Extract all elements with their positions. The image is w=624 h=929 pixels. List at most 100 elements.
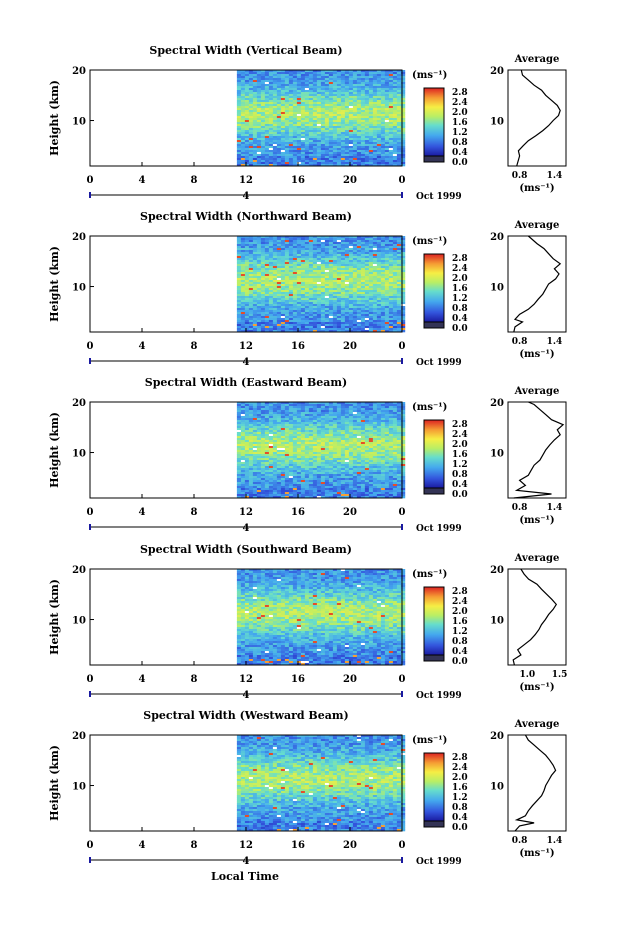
- heatmap-cell: [396, 134, 402, 137]
- heatmap-cell: [328, 124, 334, 127]
- heatmap-cell: [252, 252, 258, 255]
- heatmap-cell: [292, 412, 298, 415]
- heatmap-cell: [352, 122, 358, 125]
- heatmap-cell: [256, 104, 262, 107]
- heatmap-cell: [276, 160, 282, 163]
- heatmap-cell: [312, 266, 318, 269]
- heatmap-cell: [260, 286, 266, 289]
- heatmap-cell: [400, 404, 406, 407]
- heatmap-cell: [384, 302, 390, 305]
- heatmap-cell: [364, 72, 370, 75]
- heatmap-cell: [312, 408, 318, 411]
- heatmap-cell: [288, 116, 294, 119]
- heatmap-cell: [380, 312, 386, 315]
- heatmap-cell: [264, 280, 270, 283]
- heatmap-cell: [400, 310, 406, 313]
- heatmap-cell: [356, 434, 362, 437]
- heatmap-cell: [396, 282, 402, 285]
- heatmap-cell: [296, 136, 302, 139]
- heatmap-cell: [240, 316, 246, 319]
- heatmap-cell: [248, 156, 254, 159]
- heatmap-cell: [320, 410, 326, 413]
- heatmap-cell: [260, 100, 266, 103]
- heatmap-cell: [364, 74, 370, 77]
- heatmap-cell: [336, 314, 342, 317]
- heatmap-cell: [388, 110, 394, 113]
- heatmap-cell: [248, 108, 254, 111]
- heatmap-cell: [244, 124, 250, 127]
- heatmap-cell: [252, 96, 258, 99]
- heatmap-cell: [292, 84, 298, 87]
- heatmap-cell: [376, 270, 382, 273]
- heatmap-cell: [360, 238, 366, 241]
- heatmap-cell: [348, 308, 354, 311]
- heatmap-cell: [364, 316, 370, 319]
- heatmap-cell: [260, 120, 266, 123]
- heatmap-cell: [400, 430, 406, 433]
- heatmap-cell: [372, 298, 378, 301]
- heatmap-cell: [352, 266, 358, 269]
- heatmap-cell: [260, 408, 266, 411]
- heatmap-cell: [276, 96, 282, 99]
- colorbar-tick-label: 1.2: [452, 128, 468, 138]
- heatmap-cell: [356, 306, 362, 309]
- heatmap-cell: [352, 428, 358, 431]
- heatmap-cell: [340, 284, 346, 287]
- heatmap-cell: [352, 152, 358, 155]
- heatmap-cell: [264, 270, 270, 273]
- heatmap-cell: [372, 262, 378, 265]
- heatmap-cell: [288, 126, 294, 129]
- heatmap-cell: [368, 148, 374, 151]
- heatmap-cell: [360, 236, 366, 239]
- heatmap-cell: [296, 130, 302, 133]
- heatmap-cell: [332, 406, 338, 409]
- heatmap-cell: [288, 302, 294, 305]
- heatmap-cell: [356, 404, 362, 407]
- heatmap-cell: [352, 298, 358, 301]
- heatmap-cell: [264, 76, 270, 79]
- heatmap-cell: [292, 128, 298, 131]
- heatmap-cell: [328, 120, 334, 123]
- heatmap-cell: [400, 290, 406, 293]
- heatmap-cell: [356, 150, 362, 153]
- heatmap-cell: [396, 312, 402, 315]
- heatmap-cell: [308, 108, 314, 111]
- heatmap-cell: [260, 146, 266, 149]
- heatmap-cell: [236, 86, 242, 89]
- heatmap-cell: [384, 262, 390, 265]
- gap-cell: [384, 120, 389, 122]
- heatmap-cell: [384, 124, 390, 127]
- heatmap-cell: [320, 92, 326, 95]
- heatmap-cell: [268, 84, 274, 87]
- heatmap-cell: [276, 270, 282, 273]
- heatmap-cell: [244, 292, 250, 295]
- heatmap-cell: [272, 116, 278, 119]
- heatmap-cell: [328, 402, 334, 405]
- heatmap-cell: [308, 418, 314, 421]
- heatmap-cell: [376, 116, 382, 119]
- heatmap-cell: [348, 130, 354, 133]
- heatmap-cell: [400, 324, 406, 327]
- heatmap-cell: [240, 144, 246, 147]
- heatmap-cell: [376, 148, 382, 151]
- heatmap-cell: [252, 270, 258, 273]
- heatmap-cell: [388, 108, 394, 111]
- heatmap-cell: [256, 284, 262, 287]
- heatmap-cell: [308, 250, 314, 253]
- heatmap-cell: [256, 418, 262, 421]
- heatmap-cell: [336, 138, 342, 141]
- heatmap-cell: [308, 94, 314, 97]
- heatmap-cell: [272, 150, 278, 153]
- heatmap-cell: [324, 302, 330, 305]
- heatmap-cell: [364, 260, 370, 263]
- heatmap-cell: [332, 120, 338, 123]
- heatmap-cell: [236, 264, 242, 267]
- heatmap-cell: [336, 126, 342, 129]
- heatmap-cell: [252, 156, 258, 159]
- heatmap-cell: [324, 274, 330, 277]
- heatmap-cell: [384, 282, 390, 285]
- heatmap-cell: [336, 80, 342, 83]
- heatmap-cell: [300, 94, 306, 97]
- heatmap-cell: [380, 410, 386, 413]
- heatmap-cell: [340, 152, 346, 155]
